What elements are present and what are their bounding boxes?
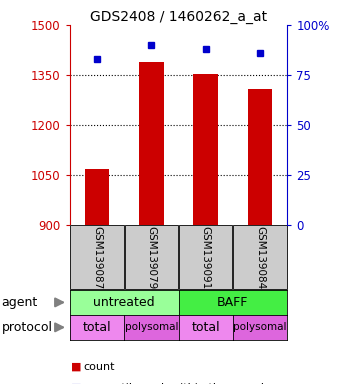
Bar (139, 62, 164, 225)
Text: total: total (83, 321, 111, 334)
Text: polysomal: polysomal (233, 322, 287, 333)
Bar (85, 169, 109, 225)
Text: total: total (191, 321, 220, 334)
Text: percentile rank within the sample: percentile rank within the sample (83, 383, 271, 384)
Title: GDS2408 / 1460262_a_at: GDS2408 / 1460262_a_at (90, 10, 267, 24)
Text: ■: ■ (71, 362, 82, 372)
Text: GSM139091: GSM139091 (201, 226, 211, 289)
FancyBboxPatch shape (179, 225, 233, 289)
Text: agent: agent (2, 296, 38, 309)
Text: BAFF: BAFF (217, 296, 249, 309)
Text: untreated: untreated (93, 296, 155, 309)
Text: count: count (83, 362, 115, 372)
Text: ■: ■ (71, 383, 82, 384)
Bar (193, 74, 218, 225)
FancyBboxPatch shape (124, 225, 178, 289)
Bar (248, 89, 272, 225)
FancyBboxPatch shape (70, 225, 124, 289)
Text: GSM139079: GSM139079 (146, 226, 156, 289)
Text: GSM139087: GSM139087 (92, 226, 102, 289)
Text: polysomal: polysomal (124, 322, 178, 333)
FancyBboxPatch shape (233, 225, 287, 289)
Text: protocol: protocol (2, 321, 53, 334)
Text: GSM139084: GSM139084 (255, 226, 265, 289)
